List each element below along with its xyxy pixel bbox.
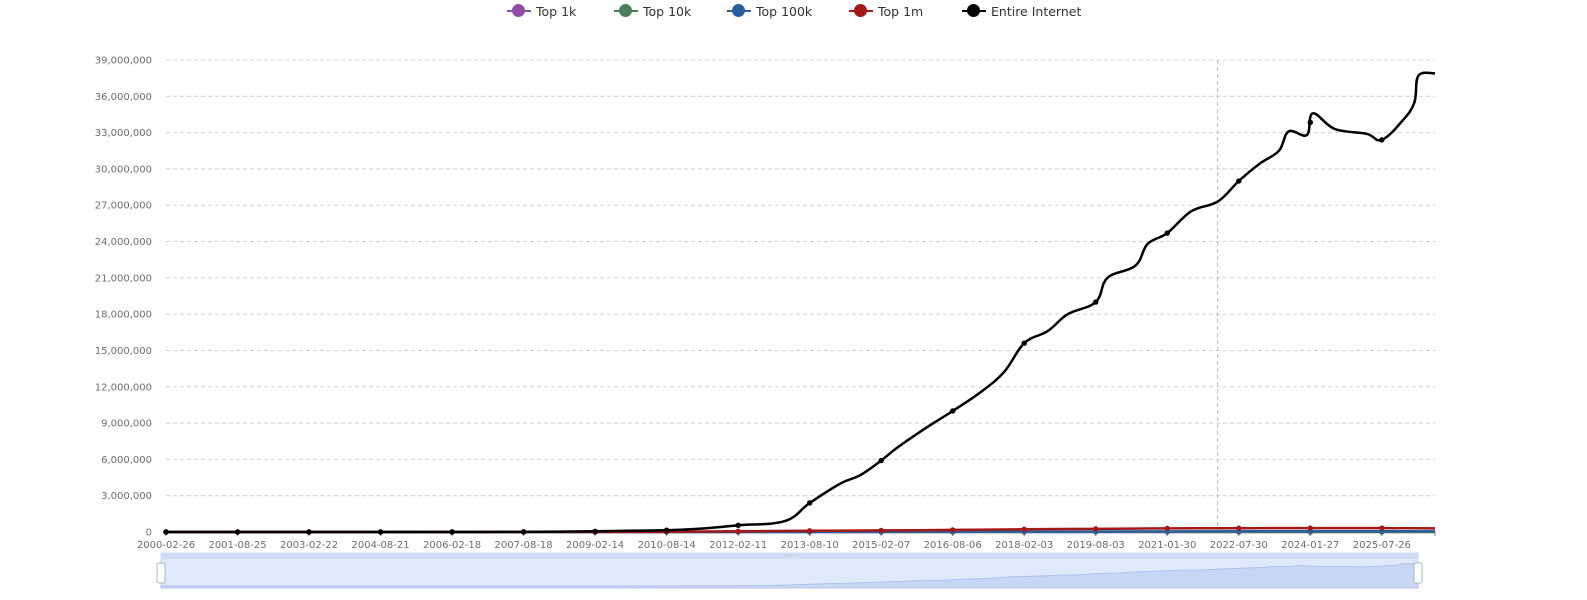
data-point-entire-internet xyxy=(592,528,598,534)
y-tick-label: 18,000,000 xyxy=(95,310,152,321)
legend-item-top-1m[interactable]: Top 1m xyxy=(849,2,923,20)
data-point-entire-internet xyxy=(663,527,670,533)
data-point-entire-internet xyxy=(520,529,527,535)
data-point-top-1m xyxy=(878,527,884,534)
y-tick-label: 3,000,000 xyxy=(101,491,152,502)
x-tick-label: 2001-08-25 xyxy=(208,540,266,551)
x-axis-tick-labels: 2000-02-26 2001-08-25 2003-02-22 2004-08-21… xyxy=(137,540,1411,551)
series-lines xyxy=(163,71,1436,535)
zoom-drag-grip[interactable] xyxy=(785,554,794,557)
x-tick-label: 2019-08-03 xyxy=(1067,540,1125,551)
x-tick-label: 2022-07-30 xyxy=(1210,540,1268,551)
data-point-entire-internet xyxy=(1307,119,1314,126)
x-tick-label: 2009-02-14 xyxy=(566,540,624,551)
legend-item-entire-internet[interactable]: Entire Internet xyxy=(962,2,1081,20)
data-zoom-slider[interactable] xyxy=(156,552,1423,589)
data-point-top-1m xyxy=(1093,526,1099,532)
legend-item-top-1k[interactable]: Top 1k xyxy=(507,2,576,20)
legend-label: Top 10k xyxy=(643,3,692,19)
x-tick-label: 2000-02-26 xyxy=(137,540,195,551)
data-point-top-1m xyxy=(1307,525,1314,531)
data-point-top-1m xyxy=(1379,525,1385,531)
y-tick-label: 0 xyxy=(146,528,152,539)
y-tick-label: 12,000,000 xyxy=(95,382,152,393)
series-entire-internet xyxy=(163,71,1436,535)
legend-label: Top 100k xyxy=(756,3,813,19)
legend-item-top-10k[interactable]: Top 10k xyxy=(614,2,691,20)
data-point-top-1m xyxy=(1236,525,1242,531)
y-tick-label: 9,000,000 xyxy=(101,419,152,430)
y-tick-label: 24,000,000 xyxy=(95,237,152,248)
zoom-preview-area xyxy=(160,563,1419,589)
legend-swatch xyxy=(727,4,751,18)
x-tick-label: 2012-02-11 xyxy=(709,540,767,551)
data-point-entire-internet xyxy=(449,529,455,535)
data-point-entire-internet xyxy=(878,457,884,464)
x-tick-label: 2018-02-03 xyxy=(995,540,1053,551)
legend-swatch xyxy=(962,4,986,18)
legend-label: Top 1k xyxy=(536,3,577,19)
x-tick-label: 2013-08-10 xyxy=(781,540,839,551)
x-tick-label: 2016-08-06 xyxy=(924,540,982,551)
x-tick-label: 2003-02-22 xyxy=(280,540,338,551)
y-tick-label: 30,000,000 xyxy=(95,164,152,175)
x-tick-label: 2010-08-14 xyxy=(638,540,696,551)
data-point-entire-internet xyxy=(1164,230,1170,236)
data-point-top-1m xyxy=(950,527,956,533)
data-point-entire-internet xyxy=(163,529,169,535)
data-point-top-1m xyxy=(1021,526,1027,533)
x-tick-label: 2025-07-26 xyxy=(1353,540,1411,551)
x-tick-label: 2015-02-07 xyxy=(852,540,910,551)
data-point-entire-internet xyxy=(234,529,241,535)
grid-lines xyxy=(166,59,1435,497)
series-line-entire-internet xyxy=(166,71,1436,534)
legend-label: Top 1m xyxy=(878,3,924,19)
x-tick-label: 2006-02-18 xyxy=(423,540,481,551)
data-point-entire-internet xyxy=(1379,137,1385,143)
y-tick-label: 36,000,000 xyxy=(95,92,152,103)
data-point-top-1m xyxy=(806,528,813,534)
x-tick-label: 2021-01-30 xyxy=(1138,540,1196,551)
data-point-top-1m xyxy=(1164,525,1170,532)
y-tick-label: 33,000,000 xyxy=(95,128,152,139)
data-point-entire-internet xyxy=(806,500,813,506)
zoom-selected-range[interactable] xyxy=(161,553,1418,588)
y-tick-label: 27,000,000 xyxy=(95,201,152,212)
data-point-top-1m xyxy=(735,528,741,534)
legend-swatch xyxy=(849,4,873,18)
data-point-entire-internet xyxy=(377,529,384,535)
data-point-entire-internet xyxy=(306,529,312,535)
data-point-entire-internet xyxy=(1021,340,1027,346)
y-axis-tick-labels: 0 3,000,000 6,000,000 9,000,000 12,000,000 15… xyxy=(95,56,152,539)
zoom-handle-left[interactable] xyxy=(156,562,166,584)
legend-label: Entire Internet xyxy=(991,3,1082,19)
chart-legend: Top 1k Top 10k Top 100k Top 1m Entire Intern… xyxy=(0,0,1587,22)
data-point-entire-internet xyxy=(950,408,956,414)
data-point-entire-internet xyxy=(1093,299,1099,305)
legend-swatch xyxy=(614,4,638,18)
x-tick-label: 2007-08-18 xyxy=(495,540,553,551)
legend-swatch xyxy=(507,4,531,18)
legend-item-top-100k[interactable]: Top 100k xyxy=(727,2,812,20)
y-tick-label: 39,000,000 xyxy=(95,56,152,67)
zoom-handle-right[interactable] xyxy=(1413,562,1423,584)
x-tick-label: 2004-08-21 xyxy=(351,540,409,551)
y-tick-label: 6,000,000 xyxy=(101,455,152,466)
y-tick-label: 21,000,000 xyxy=(95,273,152,284)
x-tick-label: 2024-01-27 xyxy=(1281,540,1339,551)
y-tick-label: 15,000,000 xyxy=(95,346,152,357)
data-point-entire-internet xyxy=(735,522,741,529)
data-point-entire-internet xyxy=(1236,178,1242,184)
